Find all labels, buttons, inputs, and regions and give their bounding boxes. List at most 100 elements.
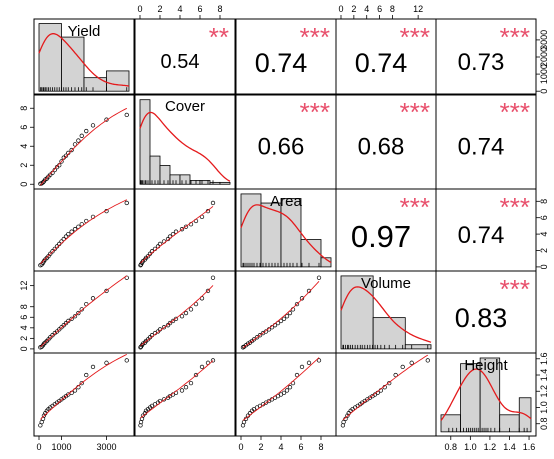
scatter-point <box>69 147 74 153</box>
scatter-point <box>104 360 109 365</box>
axis-tick-label: 0 <box>238 442 243 452</box>
panel-area-height: 0.74*** <box>435 188 537 272</box>
density-line <box>240 204 332 264</box>
scatter-point <box>188 307 194 312</box>
histogram-bar <box>159 165 171 185</box>
scatter-point <box>173 316 179 322</box>
axis-tick-label: 8 <box>539 199 549 204</box>
scatter-point <box>316 358 322 363</box>
histogram-bar <box>372 317 406 350</box>
axis-tick-label: 4 <box>177 4 182 14</box>
panel-height-cover <box>134 352 236 437</box>
smooth-line <box>242 357 320 421</box>
axis-tick-label: 1.0 <box>539 401 549 414</box>
scatter-point <box>183 310 189 316</box>
panel-cover-height: 0.74 *** <box>435 93 537 190</box>
correlation-value: 0.54 <box>161 51 200 73</box>
scatter-point <box>241 419 247 425</box>
axis-tick-label: 2 <box>351 4 356 14</box>
panel-height-yield <box>33 352 135 437</box>
axis-tick-label: 0 <box>137 4 142 14</box>
panel-height-height: Height <box>435 352 537 437</box>
density-line <box>139 111 231 182</box>
scatter-point <box>287 385 293 390</box>
correlation-value: 0.74 <box>458 222 505 249</box>
scatter-point <box>90 296 96 301</box>
panel-volume-volume: Volume <box>335 270 437 354</box>
scatter-point <box>243 416 249 422</box>
scatter-point <box>76 310 81 316</box>
correlation-value: 0.74 <box>355 48 408 78</box>
axis-tick-label: 8 <box>19 304 29 309</box>
histogram-bar <box>209 181 221 185</box>
panel-volume-yield <box>33 270 135 354</box>
scatter-point <box>251 337 257 342</box>
correlation-value: 0.68 <box>358 134 405 161</box>
scatter-point <box>294 301 300 307</box>
scatter-point <box>72 314 78 319</box>
scatter-point <box>170 318 176 324</box>
significance-stars: *** <box>500 274 530 304</box>
axis-tick-label: 2 <box>539 248 549 253</box>
scatter-point <box>72 142 78 147</box>
panel-area-volume: 0.97*** <box>335 188 437 272</box>
axis-tick-label: 6 <box>19 125 29 130</box>
scatter-point <box>284 388 290 393</box>
scatter-point <box>54 329 60 334</box>
scatter-point <box>69 229 74 234</box>
significance-stars: *** <box>500 97 530 127</box>
scatter-point <box>183 224 189 229</box>
axis-tick-label: 12 <box>413 4 423 14</box>
panel-frame <box>335 352 437 437</box>
axis-tick-label: 8 <box>390 4 395 14</box>
axis-tick-label: 6 <box>377 4 382 14</box>
scatter-point <box>167 320 173 326</box>
axis-tick-label: 6 <box>19 315 29 320</box>
scatter-point <box>50 249 55 254</box>
smooth-line <box>140 206 214 264</box>
scatter-point <box>284 314 290 319</box>
axis-tick-label: 0.8 <box>539 417 549 430</box>
scatter-point <box>66 318 71 324</box>
scatter-point <box>316 275 322 280</box>
histogram-bar <box>61 36 85 92</box>
panel-yield-area: 0.74*** <box>235 18 337 96</box>
axis-tick-label: 1.4 <box>539 369 549 382</box>
axis-tick-label: 2 <box>258 442 263 452</box>
significance-stars: *** <box>400 192 430 222</box>
scatter-point <box>63 234 69 239</box>
scatter-point <box>287 310 293 316</box>
axis-tick-label: 0.8 <box>445 442 458 452</box>
scatter-point <box>48 251 53 256</box>
scatter-point <box>90 123 96 128</box>
variable-label-cover: Cover <box>165 98 205 115</box>
scatter-point <box>66 231 71 237</box>
scatter-point <box>50 333 55 338</box>
axis-tick-label: 3000 <box>539 30 549 50</box>
histogram-bar <box>340 275 374 350</box>
panel-frame <box>134 18 236 96</box>
panel-area-yield <box>33 188 135 272</box>
density-line <box>38 33 130 87</box>
variable-label-height: Height <box>464 357 508 374</box>
scatter-point <box>41 413 47 418</box>
scatter-point <box>72 227 78 232</box>
scatter-point <box>205 288 211 294</box>
axis-tick-label: 4 <box>364 4 369 14</box>
axis-tick-label: 1.4 <box>503 442 516 452</box>
panel-frame <box>33 352 135 437</box>
density-line <box>440 368 532 421</box>
scatter-point <box>124 200 129 206</box>
scatter-point <box>179 227 185 232</box>
scatter-point <box>76 138 81 143</box>
panel-yield-cover: 0.54 ** <box>134 18 236 96</box>
panel-volume-cover <box>134 270 236 354</box>
scatter-point <box>124 358 129 363</box>
significance-stars: *** <box>300 97 330 127</box>
axis-tick-label: 6 <box>298 442 303 452</box>
scatter-point <box>161 397 167 402</box>
scatter-point <box>199 364 205 370</box>
variable-label-area: Area <box>270 193 302 210</box>
scatter-point <box>48 335 53 340</box>
scatter-point <box>188 380 194 386</box>
